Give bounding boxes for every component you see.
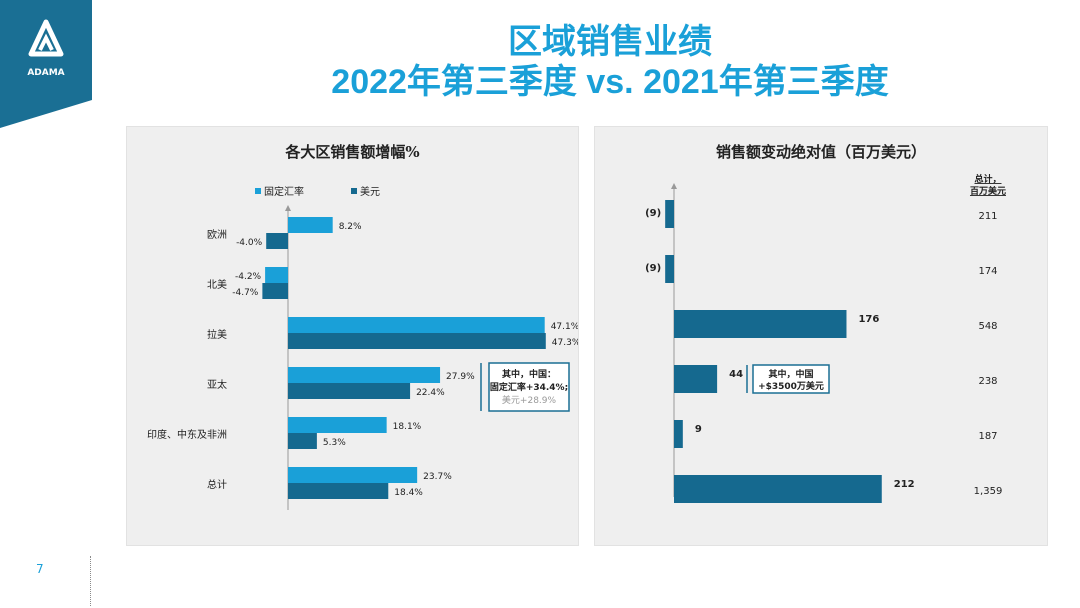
growth-data-label: 27.9% [446,372,475,382]
growth-bar [288,433,317,449]
china-annotation-box [488,362,570,412]
category-label: 拉美 [207,328,227,341]
growth-bar [288,217,333,233]
logo-shape: ADAMA [0,0,92,128]
growth-data-label: 8.2% [339,222,362,232]
growth-data-label: 47.3% [552,338,578,348]
china-abs-annotation-box [752,364,830,394]
growth-data-label: -4.2% [235,272,262,282]
category-label: 亚太 [207,378,227,391]
growth-data-label: -4.7% [232,288,259,298]
annotation-line: 固定汇率+34.4%; [490,381,568,393]
title-line-2: 2022年第三季度 vs. 2021年第三季度 [331,63,889,101]
abs-bar [674,310,847,338]
abs-change-chart-panel: 销售额变动绝对值（百万美元） 总计， 百万美元 (9) 211 (9) 174 176 548… [594,126,1048,546]
growth-chart-panel: 各大区销售额增幅% 固定汇率 美元欧洲 8.2% -4.0% 北美 -4.2% -4.7% 拉… [126,126,581,546]
category-label: 印度、中东及非洲 [147,428,227,441]
abs-axis-arrow [671,183,677,189]
footer-divider [90,556,91,606]
abs-bar [674,420,683,448]
total-value: 187 [978,431,997,442]
growth-bar [288,317,545,333]
category-label: 欧洲 [207,229,227,241]
abs-change-chart-title: 销售额变动绝对值（百万美元） [715,143,926,161]
growth-bar [288,417,387,433]
growth-data-label: 47.1% [551,322,578,332]
abs-data-label: (9) [645,263,661,274]
annotation-line: 美元+28.9% [502,394,557,406]
growth-axis-arrow [285,205,291,211]
growth-bar [288,483,389,499]
total-value: 211 [978,211,997,222]
totals-header: 百万美元 [970,185,1006,197]
abs-change-chart: 总计，百万美元 (9) 211 (9) 174 176 548 44 238 9 187 212 1,3… [645,173,1006,503]
growth-bar [266,233,288,249]
total-value: 174 [978,266,997,277]
growth-bar [288,367,441,383]
annotation-line: 其中，中国 [768,368,813,380]
abs-bar [665,255,674,283]
growth-data-label: 18.1% [393,422,422,432]
annotation-line: 其中，中国： [502,368,556,380]
growth-data-label: 22.4% [416,388,445,398]
total-value: 1,359 [974,486,1003,497]
slide-title: 区域销售业绩 2022年第三季度 vs. 2021年第三季度 [0,22,1080,102]
abs-data-label: 176 [858,314,879,325]
legend-label-1: 美元 [360,185,380,198]
total-value: 548 [978,321,997,332]
totals-header: 总计， [974,173,1001,185]
abs-data-label: 212 [894,479,915,490]
growth-bar [288,333,546,349]
category-label: 北美 [207,278,227,291]
abs-data-label: 44 [729,369,743,380]
growth-bar [288,467,418,483]
growth-data-label: 18.4% [394,488,423,498]
abs-bar [674,475,882,503]
growth-bar [262,283,288,299]
page-number: 7 [36,562,44,576]
annotation-line: +$3500万美元 [758,380,824,392]
category-label: 总计 [207,478,227,491]
legend-swatch-0 [255,188,261,194]
abs-bar [674,365,718,393]
total-value: 238 [978,376,997,387]
legend-label-0: 固定汇率 [264,185,304,198]
growth-data-label: -4.0% [236,238,263,248]
legend-swatch-1 [351,188,357,194]
growth-bar [265,267,288,283]
growth-data-label: 5.3% [323,438,346,448]
title-line-1: 区域销售业绩 [508,23,712,61]
logo-text: ADAMA [27,68,64,78]
abs-data-label: 9 [695,424,702,435]
growth-chart-title: 各大区销售额增幅% [285,143,420,161]
growth-bar [288,383,411,399]
growth-data-label: 23.7% [423,472,452,482]
abs-bar [665,200,674,228]
adama-logo: ADAMA [0,0,92,128]
abs-data-label: (9) [645,208,661,219]
